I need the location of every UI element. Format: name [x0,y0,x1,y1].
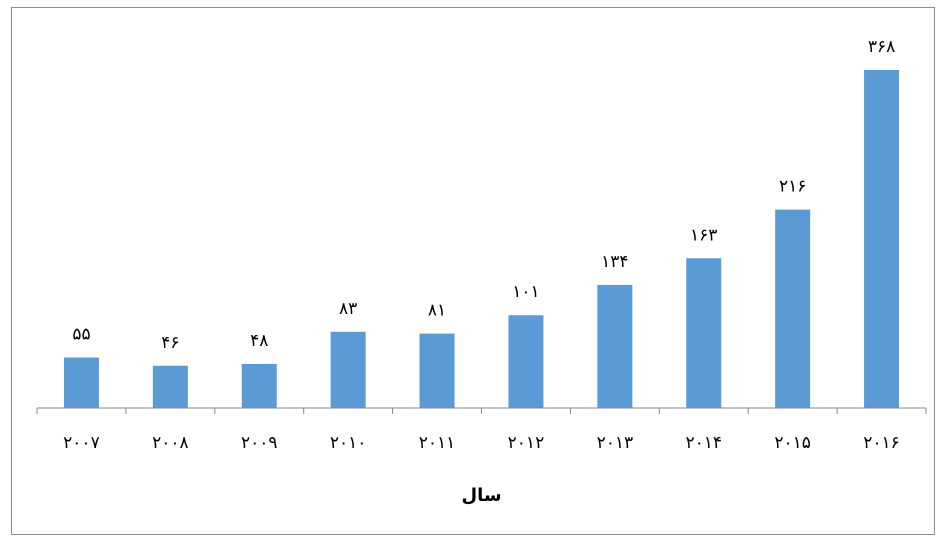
bars-group [63,70,900,408]
x-tick-label-6: ۲۰۱۳ [597,433,634,453]
bar-5 [508,315,544,408]
x-tick-label-4: ۲۰۱۱ [419,433,456,453]
x-tick-label-8: ۲۰۱۵ [774,433,811,453]
x-tick-label-1: ۲۰۰۸ [152,433,189,453]
bar-7 [686,258,722,408]
x-tick-label-3: ۲۰۱۰ [330,433,367,453]
bar-8 [775,209,811,408]
bar-3 [330,331,366,408]
bar-6 [597,284,633,408]
x-tick-label-0: ۲۰۰۷ [63,433,100,453]
value-label-3: ۸۳ [339,299,357,319]
x-tick-labels-group: ۲۰۰۷ ۲۰۰۸ ۲۰۰۹ ۲۰۱۰ ۲۰۱۱ ۲۰۱۲ ۲۰۱۳ ۲۰۱۴ ۲۰۱۵ ۲۰۱۶ [63,433,900,453]
x-tick-label-9: ۲۰۱۶ [863,433,900,453]
value-label-8: ۲۱۶ [779,177,806,197]
x-axis-title: سال [461,485,501,506]
bar-9 [864,70,900,408]
x-ticks-group [36,408,927,414]
value-label-0: ۵۵ [72,324,90,344]
value-label-7: ۱۶۳ [690,225,717,245]
x-tick-label-2: ۲۰۰۹ [241,433,278,453]
value-label-4: ۸۱ [428,301,446,321]
value-label-1: ۴۶ [161,333,179,353]
value-label-5: ۱۰۱ [512,282,539,302]
x-tick-label-5: ۲۰۱۲ [508,433,545,453]
bar-1 [152,365,188,408]
value-labels-group: ۵۵ ۴۶ ۴۸ ۸۳ ۸۱ ۱۰۱ ۱۳۴ ۱۶۳ ۲۱۶ ۳۶۸ [72,37,895,353]
bar-4 [419,333,455,408]
value-label-9: ۳۶۸ [868,37,895,57]
bar-0 [63,357,99,408]
value-label-2: ۴۸ [250,331,268,351]
x-tick-label-7: ۲۰۱۴ [685,433,722,453]
bar-2 [241,363,277,408]
value-label-6: ۱۳۴ [601,252,628,272]
